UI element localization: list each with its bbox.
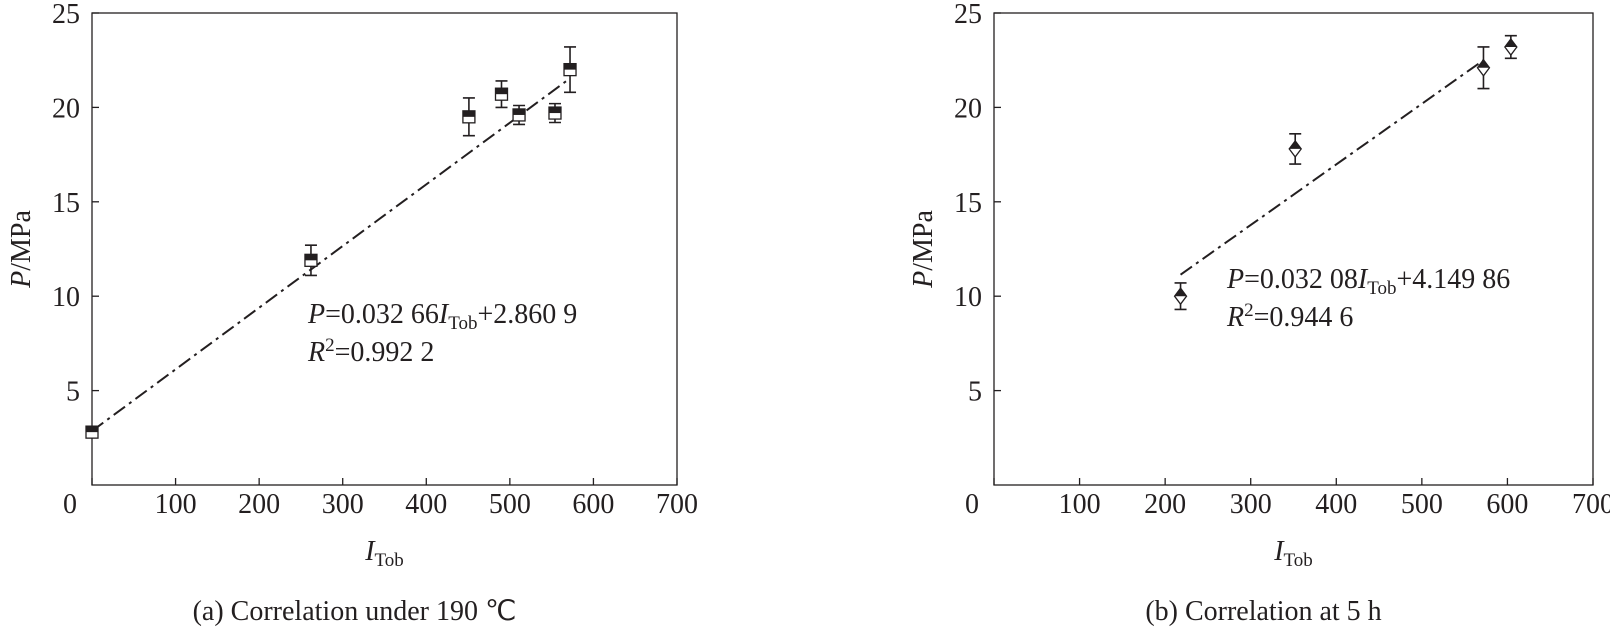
data-point xyxy=(1476,58,1491,77)
equation-part: Tob xyxy=(448,313,477,334)
equation-part: I xyxy=(438,299,450,330)
x-tick-label: 400 xyxy=(405,489,447,520)
marker-fill xyxy=(1289,140,1302,149)
x-tick-label: 300 xyxy=(322,489,364,520)
r-squared-part: R xyxy=(1226,302,1244,333)
y-label-symbol: P xyxy=(6,271,37,289)
x-tick-label: 100 xyxy=(155,489,197,520)
x-label-subscript: Tob xyxy=(375,550,404,571)
x-tick-label: 100 xyxy=(1059,489,1101,520)
x-tick-label: 600 xyxy=(1486,489,1528,520)
y-tick-label: 15 xyxy=(954,188,982,219)
plot-frame xyxy=(993,12,1594,486)
fit-line xyxy=(91,77,571,432)
x-tick-label: 400 xyxy=(1315,489,1357,520)
equation-part: =0.032 66 xyxy=(325,299,439,330)
x-tick-label: 700 xyxy=(1572,489,1610,520)
x-tick-label: 200 xyxy=(238,489,280,520)
marker-fill xyxy=(548,107,561,114)
data-point xyxy=(304,253,318,267)
caption: (b) Correlation at 5 h xyxy=(1145,596,1381,627)
equation-part: P xyxy=(307,299,325,330)
equation-part: +4.149 86 xyxy=(1397,264,1511,295)
data-point xyxy=(1288,139,1303,159)
x-label-symbol: I xyxy=(1273,536,1285,567)
x-tick-label: 700 xyxy=(656,489,698,520)
marker-fill xyxy=(513,108,526,115)
y-tick-label: 5 xyxy=(968,377,982,408)
data-point xyxy=(1173,287,1188,306)
marker-fill xyxy=(86,426,98,433)
y-tick-label: 10 xyxy=(52,282,80,313)
r-squared-part: R xyxy=(307,337,325,368)
r-squared: R2=0.944 6 xyxy=(1226,300,1353,333)
caption: (a) Correlation under 190 ℃ xyxy=(193,596,517,627)
marker-fill xyxy=(462,110,475,117)
marker-fill xyxy=(1174,288,1187,297)
equation-part: +2.860 9 xyxy=(478,299,578,330)
y-tick-label: 5 xyxy=(66,377,80,408)
r-squared-part: 2 xyxy=(325,335,335,356)
y-tick-label: 25 xyxy=(52,0,80,30)
marker-fill xyxy=(304,254,317,261)
x-axis-label: ITob xyxy=(1273,536,1313,571)
fit-equation: P=0.032 08ITob+4.149 86 xyxy=(1226,264,1510,299)
x-tick-label: 300 xyxy=(1230,489,1272,520)
x-tick-label: 600 xyxy=(572,489,614,520)
y-label-unit: /MPa xyxy=(908,210,939,271)
y-axis-label: P/MPa xyxy=(6,210,37,289)
x-tick-label: 0 xyxy=(63,489,77,520)
y-axis-label: P/MPa xyxy=(908,210,939,289)
marker-fill xyxy=(1504,38,1517,47)
y-tick-label: 20 xyxy=(954,93,982,124)
fit-line xyxy=(1179,59,1485,276)
marker-fill xyxy=(495,88,508,95)
r-squared: R2=0.992 2 xyxy=(307,335,434,368)
equation-part: P xyxy=(1226,264,1244,295)
equation-part: I xyxy=(1357,264,1369,295)
data-point xyxy=(512,108,526,122)
plot-frame xyxy=(91,12,678,486)
x-tick-label: 500 xyxy=(1401,489,1443,520)
y-tick-label: 20 xyxy=(52,93,80,124)
y-label-symbol: P xyxy=(908,271,939,289)
r-squared-part: =0.992 2 xyxy=(335,337,435,368)
x-tick-label: 500 xyxy=(489,489,531,520)
y-tick-label: 25 xyxy=(954,0,982,30)
marker-fill xyxy=(564,63,577,70)
x-tick-label: 0 xyxy=(965,489,979,520)
x-label-symbol: I xyxy=(364,536,376,567)
x-tick-label: 200 xyxy=(1144,489,1186,520)
y-tick-label: 15 xyxy=(52,188,80,219)
data-point xyxy=(85,425,99,439)
r-squared-part: =0.944 6 xyxy=(1254,302,1354,333)
equation-part: =0.032 08 xyxy=(1244,264,1358,295)
data-point xyxy=(462,110,476,124)
y-label-unit: /MPa xyxy=(6,210,37,271)
fit-equation: P=0.032 66ITob+2.860 9 xyxy=(307,299,577,334)
data-point xyxy=(1504,37,1518,57)
equation-part: Tob xyxy=(1367,278,1396,299)
data-point xyxy=(548,106,562,120)
data-point xyxy=(563,62,577,77)
r-squared-part: 2 xyxy=(1244,300,1254,321)
x-label-subscript: Tob xyxy=(1284,550,1313,571)
marker-fill xyxy=(1477,59,1490,68)
x-axis-label: ITob xyxy=(364,536,404,571)
y-tick-label: 10 xyxy=(954,282,982,313)
data-point xyxy=(494,87,509,101)
